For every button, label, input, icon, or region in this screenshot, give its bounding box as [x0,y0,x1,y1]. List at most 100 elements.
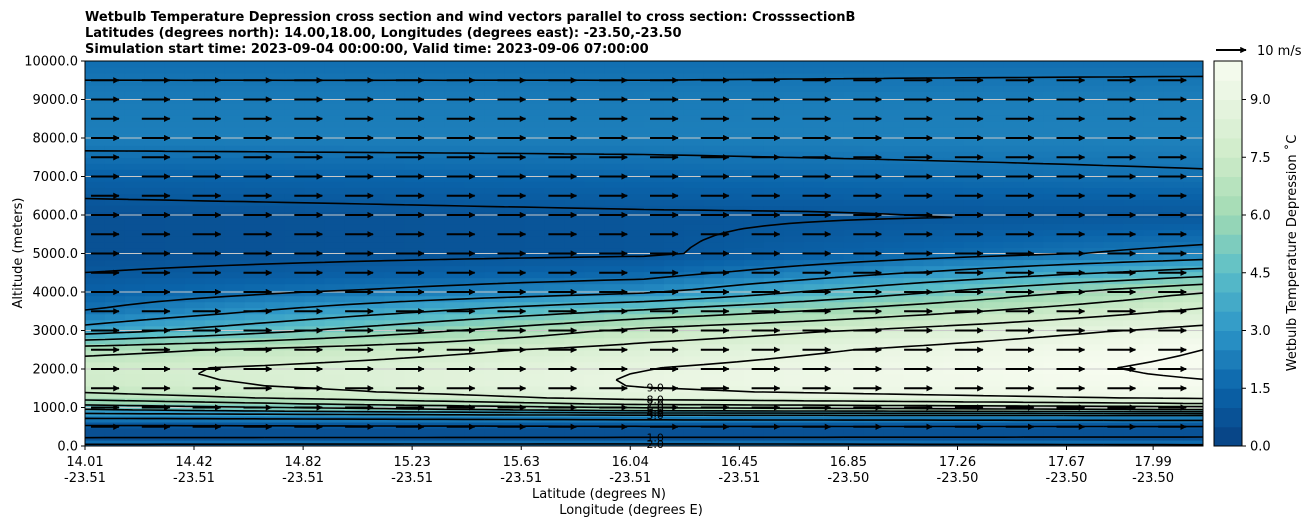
field-cell [584,85,605,92]
field-cell [1023,259,1044,267]
field-cell [723,73,745,80]
field-cell [584,91,605,98]
field-cell [444,283,465,291]
field-cell [544,271,565,279]
field-cell [683,235,705,243]
field-cell [843,145,865,152]
field-cell [644,337,665,345]
field-cell [1183,121,1203,128]
field-cell [304,205,326,212]
field-cell [324,157,346,164]
field-cell [723,289,745,297]
field-cell [304,61,326,68]
field-cell [484,295,505,303]
field-cell [883,175,905,182]
field-cell [1103,397,1124,405]
field-cell [1163,283,1184,291]
field-cell [604,67,625,74]
field-cell [284,325,306,333]
field-cell [644,121,665,128]
field-cell [783,253,805,261]
field-cell [384,169,406,176]
field-cell [703,373,725,381]
field-cell [484,127,505,134]
field-cell [464,187,485,194]
field-cell [144,253,166,261]
field-cell [1083,127,1104,134]
field-cell [404,325,425,333]
field-cell [983,235,1004,243]
field-cell [1183,67,1203,74]
field-cell [464,127,485,134]
field-cell [85,145,106,152]
field-cell [564,199,585,206]
field-cell [424,421,445,429]
field-cell [903,379,925,387]
field-cell [783,169,805,176]
field-cell [743,145,765,152]
field-cell [204,241,226,249]
field-cell [723,295,745,303]
field-cell [743,331,765,339]
field-cell [264,247,286,255]
field-cell [384,247,406,255]
field-cell [304,373,326,381]
field-cell [244,367,266,375]
field-cell [524,421,545,429]
field-cell [683,151,705,158]
field-cell [1163,151,1184,158]
field-cell [1083,133,1104,140]
field-cell [304,439,326,446]
field-cell [164,139,186,146]
field-cell [224,247,246,255]
field-cell [763,391,785,399]
field-cell [604,235,625,243]
field-cell [843,253,865,261]
field-cell [424,361,445,369]
field-cell [943,421,965,429]
field-cell [723,265,745,273]
field-cell [1083,199,1104,206]
field-cell [1183,439,1203,446]
field-cell [584,157,605,164]
x-tick-label-lat: 14.82 [285,455,322,470]
field-cell [1123,103,1144,110]
field-cell [104,223,126,231]
field-cell [783,91,805,98]
field-cell [344,73,366,80]
field-cell [104,121,126,128]
field-cell [444,241,465,249]
field-cell [644,373,665,381]
field-cell [624,109,645,116]
field-cell [743,337,765,345]
field-cell [444,109,465,116]
field-cell [923,205,945,212]
field-cell [524,217,545,225]
field-cell [604,391,625,399]
field-cell [883,247,905,255]
field-cell [504,217,525,225]
field-cell [85,259,106,267]
field-cell [1163,91,1184,98]
field-cell [743,325,765,333]
field-cell [324,259,346,267]
field-cell [1183,205,1203,212]
field-cell [304,121,326,128]
field-cell [963,151,984,158]
field-cell [164,367,186,375]
colorbar-band [1214,176,1242,197]
field-cell [1183,343,1203,351]
field-cell [124,175,146,182]
field-cell [683,175,705,182]
field-cell [184,151,206,158]
field-cell [1143,79,1164,86]
field-cell [444,79,465,86]
field-cell [324,163,346,170]
colorbar-tick-label: 7.5 [1250,151,1271,166]
field-cell [1023,205,1044,212]
field-cell [663,127,685,134]
field-cell [703,85,725,92]
field-cell [1083,205,1104,212]
field-cell [883,277,905,285]
field-cell [304,271,326,279]
